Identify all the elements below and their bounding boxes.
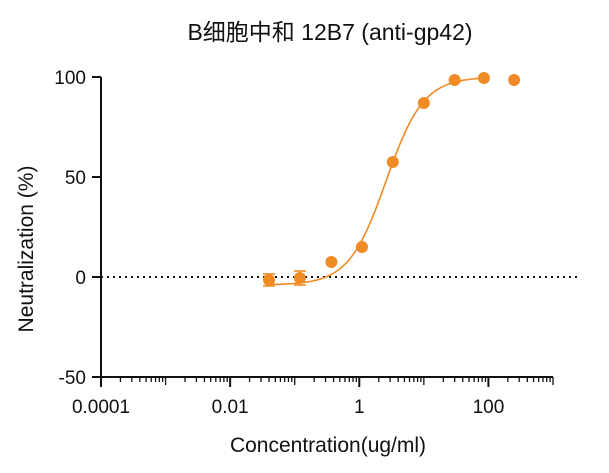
y-tick-label: 0 [75,268,86,289]
fit-curve [269,77,484,286]
data-point [508,74,521,86]
data-point [263,274,276,286]
data-point [477,72,490,84]
fit-curve-line [269,77,484,286]
data-point [293,272,306,284]
x-tick-label: 0.01 [212,397,249,418]
y-tick-label: -50 [59,368,86,389]
x-tick-label: 0.0001 [72,397,130,418]
axes: -50 0 50 100 0.0001 0.01 1 100 [54,68,554,418]
y-tick-label: 100 [54,68,86,89]
chart-title: B细胞中和 12B7 (anti-gp42) [187,19,472,45]
x-tick-label: 1 [354,397,365,418]
x-tick-label: 100 [473,397,505,418]
data-point [448,74,461,86]
y-tick-label: 50 [65,168,86,189]
data-point [325,256,338,268]
y-axis-label: Neutralization (%) [15,166,38,333]
data-point [386,156,399,168]
data-point [417,97,430,109]
x-axis-label: Concentration(ug/ml) [230,434,426,457]
data-points [263,72,521,287]
data-point [355,241,368,253]
